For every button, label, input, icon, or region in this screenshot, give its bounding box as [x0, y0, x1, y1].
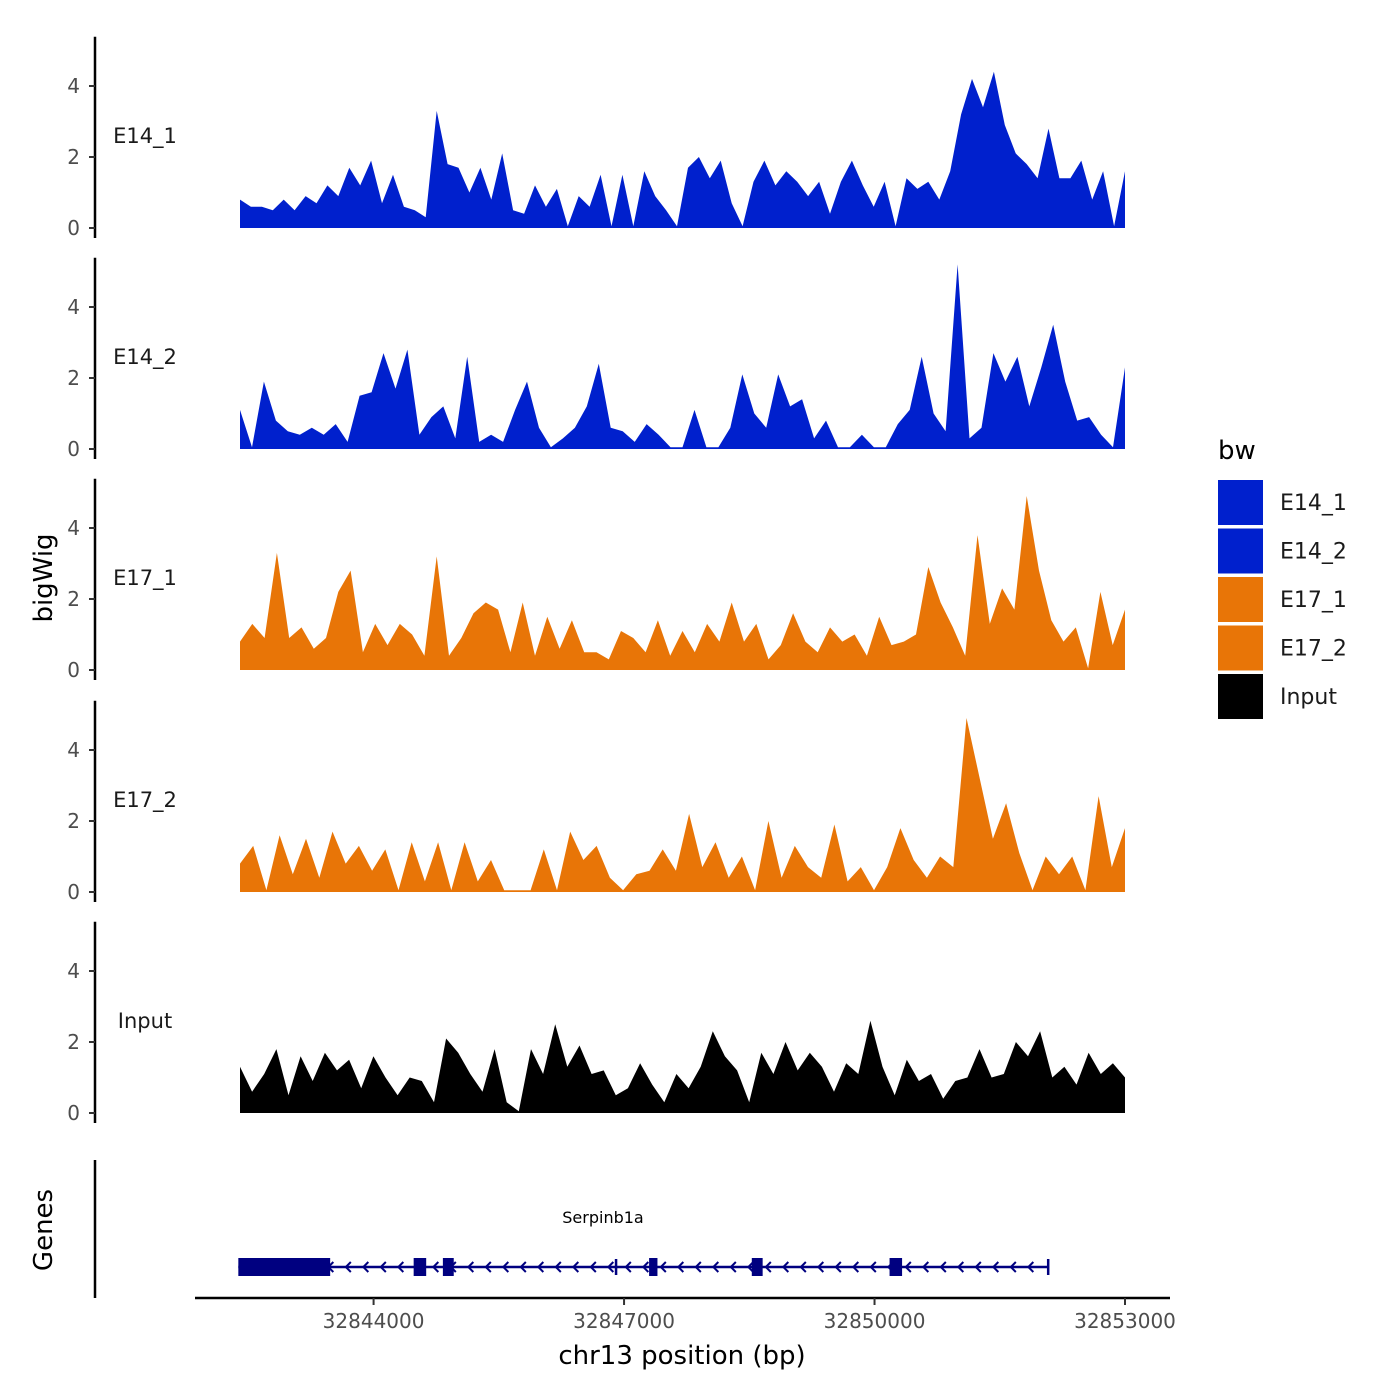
track-label: Input	[118, 1009, 172, 1033]
area-input	[240, 1020, 1125, 1113]
legend-label: E17_2	[1280, 637, 1347, 662]
area-e17-1	[240, 496, 1125, 670]
legend-label: E14_2	[1280, 540, 1347, 565]
x-tick-label: 32847000	[573, 1309, 675, 1333]
y-tick-label: 2	[67, 366, 80, 390]
strand-arrow	[711, 1261, 720, 1273]
track-panel: 0 2 4 E17_2	[67, 700, 1125, 904]
strand-arrow	[851, 1261, 860, 1273]
gene-exon	[649, 1258, 658, 1276]
strand-arrow	[484, 1261, 492, 1273]
strand-arrow	[519, 1261, 527, 1273]
strand-arrow	[939, 1261, 947, 1273]
legend-label: Input	[1280, 685, 1337, 710]
gene-exon	[442, 1258, 454, 1276]
y-tick-label: 0	[67, 658, 80, 682]
gene-exon	[238, 1258, 331, 1276]
y-tick-label: 2	[67, 587, 80, 611]
area-e14-1	[240, 71, 1125, 228]
strand-arrow	[606, 1261, 615, 1273]
legend-swatch	[1218, 528, 1263, 574]
y-tick-label: 0	[67, 880, 80, 904]
gene-name-label: Serpinb1a	[562, 1208, 643, 1227]
legend-title: bw	[1218, 436, 1256, 466]
strand-arrow	[431, 1261, 440, 1273]
legend-swatch	[1218, 674, 1263, 719]
tracks: 0 2 4 E14_1 0 2 4 E14_2 0 2 4 E17_1 0 2 4 E17_2 0 2 4 Input	[67, 36, 1125, 1125]
y-tick-label: 4	[67, 738, 80, 762]
x-tick-label: 32853000	[1074, 1309, 1176, 1333]
strand-arrow	[379, 1261, 387, 1273]
strand-arrow	[729, 1261, 737, 1273]
track-panel: 0 2 4 E14_2	[67, 257, 1125, 461]
strand-arrow	[921, 1261, 930, 1273]
strand-arrow	[571, 1261, 580, 1273]
y-tick-label: 4	[67, 516, 80, 540]
y-tick-label: 0	[67, 1101, 80, 1125]
strand-arrow	[554, 1261, 562, 1273]
strand-arrow	[904, 1261, 912, 1273]
strand-arrow	[991, 1261, 1000, 1273]
strand-arrow	[624, 1261, 632, 1273]
genes-axis-title: Genes	[29, 1189, 59, 1271]
y-tick-label: 0	[67, 437, 80, 461]
y-tick-label: 2	[67, 145, 80, 169]
strand-arrow	[344, 1261, 352, 1273]
strand-arrow	[694, 1261, 702, 1273]
strand-arrow	[816, 1261, 825, 1273]
legend-swatch	[1218, 625, 1263, 671]
strand-arrow	[834, 1261, 842, 1273]
strand-arrow	[746, 1261, 755, 1273]
y-tick-label: 2	[67, 809, 80, 833]
x-tick-label: 32844000	[323, 1309, 425, 1333]
strand-arrow	[659, 1261, 667, 1273]
x-tick-label: 32850000	[824, 1309, 926, 1333]
x-axis: 32844000 32847000 32850000 32853000	[195, 1296, 1176, 1333]
strand-arrow	[956, 1261, 965, 1273]
strand-arrow	[1026, 1261, 1035, 1273]
area-e14-2	[240, 264, 1125, 449]
strand-arrow	[361, 1261, 370, 1273]
legend-swatch	[1218, 577, 1263, 622]
legend-label: E14_1	[1280, 491, 1347, 516]
y-tick-label: 4	[67, 295, 80, 319]
strand-arrow	[396, 1261, 405, 1273]
strand-arrow	[589, 1261, 597, 1273]
strand-arrow	[781, 1261, 790, 1273]
strand-arrow	[1009, 1261, 1017, 1273]
track-label: E14_1	[113, 124, 177, 149]
gene-exon	[413, 1258, 427, 1276]
gene-track: Serpinb1a	[93, 1160, 1050, 1298]
strand-arrow	[501, 1261, 510, 1273]
gene-exon	[889, 1258, 903, 1276]
strand-arrow	[869, 1261, 877, 1273]
track-label: E17_2	[113, 788, 177, 813]
y-tick-label: 4	[67, 74, 80, 98]
track-panel: 0 2 4 E14_1	[67, 36, 1125, 240]
y-tick-label: 4	[67, 959, 80, 983]
track-panel: 0 2 4 Input	[67, 921, 1125, 1125]
strand-arrow	[974, 1261, 982, 1273]
track-label: E14_2	[113, 345, 177, 370]
y-tick-label: 2	[67, 1030, 80, 1054]
strand-arrow	[641, 1261, 650, 1273]
strand-arrow	[764, 1261, 772, 1273]
track-label: E17_1	[113, 566, 177, 591]
track-panel: 0 2 4 E17_1	[67, 478, 1125, 682]
legend: bw E14_1 E14_2 E17_1 E17_2 Input	[1218, 436, 1347, 719]
strand-arrow	[466, 1261, 475, 1273]
strand-arrow	[799, 1261, 807, 1273]
y-axis-title: bigWig	[29, 533, 59, 622]
legend-label: E17_1	[1280, 588, 1347, 613]
legend-swatch	[1218, 480, 1263, 525]
strand-arrow	[536, 1261, 545, 1273]
x-axis-title: chr13 position (bp)	[558, 1341, 805, 1371]
y-tick-label: 0	[67, 216, 80, 240]
area-e17-2	[240, 718, 1125, 892]
strand-arrow	[676, 1261, 685, 1273]
gene-exon	[751, 1258, 763, 1276]
